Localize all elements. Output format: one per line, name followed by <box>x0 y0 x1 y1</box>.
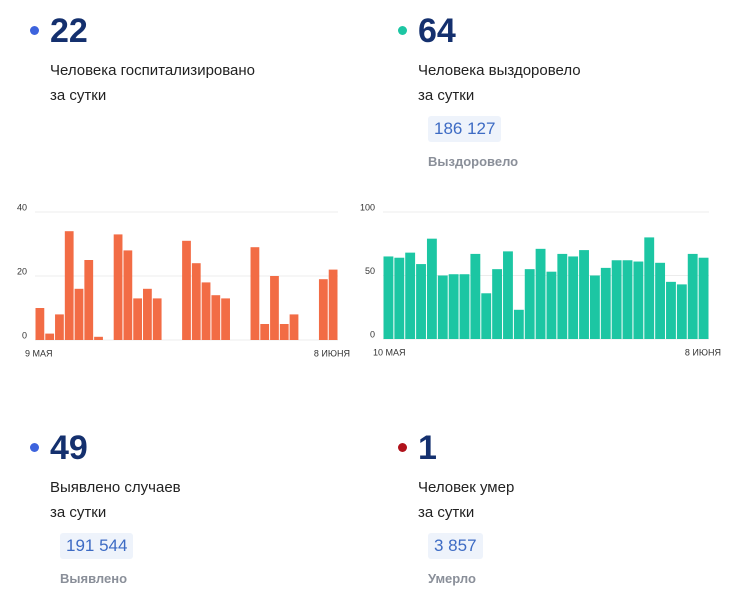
stat-card: 49 Выявлено случаев за сутки 191 544 Выявлен… <box>30 425 360 586</box>
stat-number: 49 <box>50 429 88 467</box>
bar <box>211 295 221 340</box>
bar <box>250 247 260 340</box>
bar <box>568 256 579 339</box>
bar <box>394 257 405 339</box>
bar <box>416 264 426 339</box>
status-dot <box>398 443 407 452</box>
stat-card: 1 Человек умер за сутки 3 857 Умерло <box>398 425 728 586</box>
bar <box>524 269 535 339</box>
bar <box>84 260 94 340</box>
bar <box>55 314 64 340</box>
bar <box>191 263 201 340</box>
bar <box>45 333 55 340</box>
x-tick-label: 9 МАЯ <box>25 348 53 358</box>
x-tick-label: 10 МАЯ <box>373 347 406 357</box>
bar <box>459 274 470 339</box>
stat-label: Человек умер <box>418 479 515 496</box>
bar <box>655 262 666 339</box>
status-dot <box>30 443 39 452</box>
y-tick-label: 50 <box>365 266 375 276</box>
bar <box>74 288 84 340</box>
bar <box>644 237 655 339</box>
bar <box>513 309 524 339</box>
bar <box>270 276 279 340</box>
bar <box>437 275 448 339</box>
bar <box>152 298 162 340</box>
bar <box>64 231 74 340</box>
bar <box>383 256 394 339</box>
bar <box>448 274 459 339</box>
bar <box>143 288 152 340</box>
total-label: Выявлено <box>60 571 128 586</box>
bar <box>182 240 191 340</box>
stat-number: 22 <box>50 12 88 50</box>
stat-label: за сутки <box>418 504 475 521</box>
bar <box>328 269 338 340</box>
bar <box>579 250 589 339</box>
bar <box>687 253 698 339</box>
bar <box>622 260 633 339</box>
stat-label: за сутки <box>50 87 107 104</box>
total-value: 3 857 <box>428 533 483 559</box>
bar <box>35 308 45 340</box>
bar <box>279 324 289 340</box>
stat-number: 1 <box>418 429 437 467</box>
bar <box>698 257 709 339</box>
x-tick-label: 8 ИЮНЯ <box>685 347 721 357</box>
y-tick-label: 0 <box>370 329 375 339</box>
total-value: 186 127 <box>428 116 502 142</box>
bar <box>470 253 481 339</box>
bar <box>589 275 600 339</box>
bar <box>557 253 568 339</box>
bar <box>318 279 328 340</box>
total-label: Умерло <box>428 571 476 586</box>
stat-label: за сутки <box>418 87 475 104</box>
bar <box>503 251 513 339</box>
bar <box>289 314 299 340</box>
x-tick-label: 8 ИЮНЯ <box>314 348 350 358</box>
bar <box>492 269 503 339</box>
status-dot <box>30 26 39 35</box>
stat-card: 64 Человека выздоровело за сутки 186 127 Выз… <box>398 8 728 169</box>
bar <box>676 284 687 339</box>
bar <box>221 298 230 340</box>
status-dot <box>398 26 407 35</box>
stat-card: 22 Человека госпитализировано за сутки <box>30 8 360 158</box>
stat-label: Человека выздоровело <box>418 62 581 79</box>
bar <box>113 234 123 340</box>
y-tick-label: 20 <box>17 266 27 276</box>
bar <box>546 271 557 339</box>
bar <box>201 282 211 340</box>
bar <box>133 298 143 340</box>
y-tick-label: 40 <box>17 202 27 212</box>
bar <box>260 324 270 340</box>
total-value: 191 544 <box>60 533 134 559</box>
bar <box>600 267 611 339</box>
stat-number: 64 <box>418 12 456 50</box>
stat-label: Выявлено случаев <box>50 479 181 496</box>
bar <box>405 252 416 339</box>
y-tick-label: 0 <box>22 330 27 340</box>
bar <box>633 261 644 339</box>
y-tick-label: 100 <box>360 202 375 212</box>
bar <box>94 336 103 340</box>
stat-label: за сутки <box>50 504 107 521</box>
stat-label: Человека госпитализировано <box>50 62 256 79</box>
bar <box>481 293 492 339</box>
bar <box>535 248 546 339</box>
bar <box>426 238 437 339</box>
total-label: Выздоровело <box>428 154 519 169</box>
bar <box>123 250 133 340</box>
bar <box>611 260 622 339</box>
bar <box>666 281 676 339</box>
